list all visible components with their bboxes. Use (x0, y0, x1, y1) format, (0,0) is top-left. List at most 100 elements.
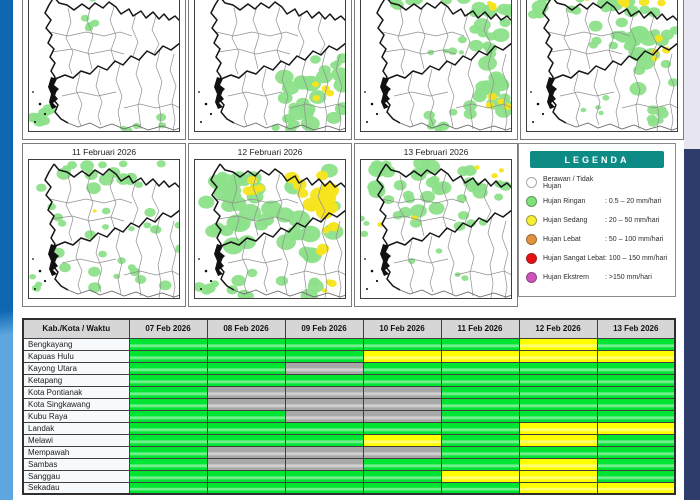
forecast-cell-hujan-sedang (518, 457, 598, 471)
legend-color-swatch (526, 253, 537, 264)
forecast-cell-hujan-ringan (284, 433, 364, 447)
legend-item-label: Hujan Sangat Lebat (543, 255, 605, 262)
region-name: Sanggau (22, 469, 130, 483)
forecast-cell-hujan-ringan (128, 445, 208, 459)
forecast-cell-hujan-sedang (362, 349, 442, 363)
forecast-cell-hujan-ringan (128, 373, 208, 387)
table-row: Bengkayang (22, 337, 676, 351)
forecast-cell-hujan-ringan (206, 469, 286, 483)
forecast-cell-hujan-ringan (362, 361, 442, 375)
forecast-cell-hujan-ringan (362, 481, 442, 495)
region-name: Kota Pontianak (22, 385, 130, 399)
forecast-cell-hujan-sedang (518, 349, 598, 363)
forecast-cell-hujan-sedang (596, 349, 676, 363)
precipitation-map (360, 159, 512, 299)
forecast-cell-berawan-tidak-hujan (284, 361, 364, 375)
legend-color-swatch (526, 215, 537, 226)
legend-color-swatch (526, 196, 537, 207)
forecast-cell-hujan-sedang (440, 349, 520, 363)
table-date-header: 08 Feb 2026 (206, 318, 286, 339)
legend-color-swatch (526, 177, 537, 188)
forecast-cell-hujan-ringan (128, 481, 208, 495)
forecast-cell-hujan-ringan (206, 481, 286, 495)
forecast-cell-hujan-ringan (596, 397, 676, 411)
forecast-cell-hujan-ringan (596, 433, 676, 447)
map-panel-row1-3 (354, 0, 518, 140)
table-header-row: Kab./Kota / Waktu 07 Feb 2026 08 Feb 2026 0… (22, 318, 676, 339)
forecast-cell-hujan-ringan (596, 337, 676, 351)
legend-item: Hujan Lebat : 50 – 100 mm/hari (519, 230, 675, 249)
forecast-cell-hujan-ringan (518, 385, 598, 399)
table-row: Mempawah (22, 445, 676, 459)
forecast-cell-hujan-ringan (518, 373, 598, 387)
map-panel-row2-2: 12 Februari 2026 (188, 143, 352, 307)
table-date-header: 09 Feb 2026 (284, 318, 364, 339)
map-title: 12 Februari 2026 (237, 147, 303, 157)
forecast-cell-hujan-sedang (518, 469, 598, 483)
forecast-cell-hujan-ringan (206, 349, 286, 363)
forecast-cell-hujan-ringan (440, 445, 520, 459)
forecast-cell-berawan-tidak-hujan (362, 409, 442, 423)
forecast-cell-hujan-sedang (518, 421, 598, 435)
forecast-cell-berawan-tidak-hujan (206, 385, 286, 399)
forecast-cell-hujan-ringan (362, 469, 442, 483)
forecast-cell-hujan-ringan (284, 421, 364, 435)
precipitation-map (194, 0, 346, 132)
forecast-cell-hujan-ringan (440, 373, 520, 387)
forecast-cell-hujan-ringan (518, 409, 598, 423)
forecast-cell-hujan-ringan (440, 337, 520, 351)
region-name: Melawi (22, 433, 130, 447)
table-date-header: 12 Feb 2026 (518, 318, 598, 339)
region-name: Kayong Utara (22, 361, 130, 375)
legend-item: Hujan Sedang : 20 – 50 mm/hari (519, 211, 675, 230)
forecast-cell-berawan-tidak-hujan (362, 397, 442, 411)
forecast-cell-hujan-ringan (362, 373, 442, 387)
forecast-cell-hujan-ringan (440, 481, 520, 495)
forecast-cell-hujan-ringan (128, 409, 208, 423)
region-name: Sambas (22, 457, 130, 471)
forecast-cell-hujan-ringan (440, 397, 520, 411)
map-panel-row1-2 (188, 0, 352, 140)
forecast-cell-hujan-ringan (362, 457, 442, 471)
forecast-cell-hujan-ringan (596, 409, 676, 423)
table-row: Ketapang (22, 373, 676, 387)
region-name: Kubu Raya (22, 409, 130, 423)
forecast-cell-berawan-tidak-hujan (284, 397, 364, 411)
legend-panel: LEGENDA Berawan / Tidak Hujan Hujan Ring… (518, 143, 676, 297)
forecast-cell-hujan-ringan (596, 385, 676, 399)
forecast-cell-hujan-sedang (596, 481, 676, 495)
forecast-cell-hujan-ringan (128, 337, 208, 351)
forecast-cell-berawan-tidak-hujan (284, 457, 364, 471)
precipitation-map (194, 159, 346, 299)
left-accent-bar (0, 0, 13, 500)
table-row: Sanggau (22, 469, 676, 483)
forecast-cell-hujan-ringan (596, 457, 676, 471)
map-title: 13 Februari 2026 (403, 147, 469, 157)
forecast-table: Kab./Kota / Waktu 07 Feb 2026 08 Feb 2026 0… (22, 318, 676, 495)
forecast-cell-hujan-sedang (440, 469, 520, 483)
forecast-cell-hujan-ringan (128, 361, 208, 375)
region-name: Landak (22, 421, 130, 435)
forecast-cell-hujan-ringan (128, 397, 208, 411)
table-row: Melawi (22, 433, 676, 447)
map-panel-row1-4 (520, 0, 684, 140)
table-row: Kubu Raya (22, 409, 676, 423)
legend-item-label: Hujan Ringan (543, 198, 586, 205)
legend-color-swatch (526, 234, 537, 245)
forecast-cell-hujan-ringan (206, 337, 286, 351)
forecast-cell-berawan-tidak-hujan (362, 445, 442, 459)
forecast-cell-hujan-ringan (596, 373, 676, 387)
legend-item-label: Hujan Lebat (543, 236, 581, 243)
legend-item: Hujan Ekstrem : >150 mm/hari (519, 268, 675, 287)
table-row: Sekadau (22, 481, 676, 495)
map-panel-row2-1: 11 Februari 2026 (22, 143, 186, 307)
legend-item-range: : >150 mm/hari (605, 274, 652, 281)
forecast-cell-hujan-ringan (128, 433, 208, 447)
forecast-cell-hujan-ringan (206, 409, 286, 423)
forecast-cell-hujan-ringan (440, 457, 520, 471)
forecast-cell-hujan-ringan (362, 421, 442, 435)
table-row: Kayong Utara (22, 361, 676, 375)
region-name: Mempawah (22, 445, 130, 459)
forecast-cell-hujan-ringan (128, 457, 208, 471)
legend-item-range: : 20 – 50 mm/hari (605, 217, 660, 224)
